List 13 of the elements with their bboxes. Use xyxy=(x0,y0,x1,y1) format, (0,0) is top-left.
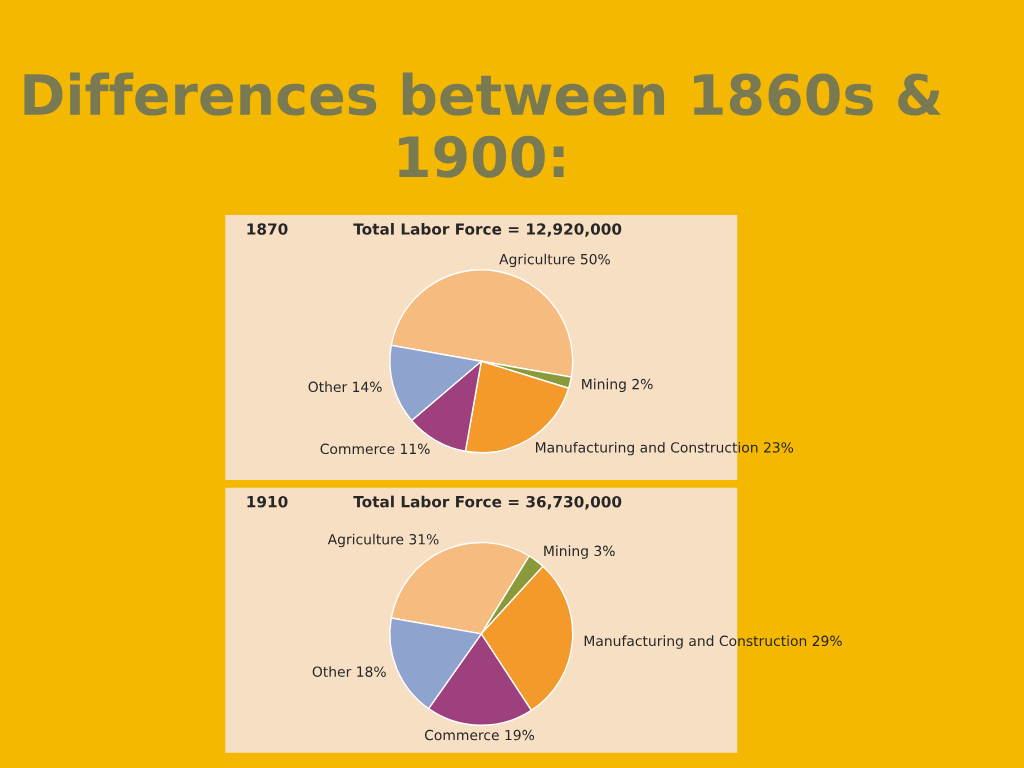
chart-subtitle: Total Labor Force = 36,730,000 xyxy=(353,495,622,510)
slice-label: Agriculture 50% xyxy=(499,253,610,268)
slice-label: Other 14% xyxy=(308,381,382,393)
slice-label: Other 18% xyxy=(312,666,386,677)
slice-label: Commerce 19% xyxy=(424,729,535,741)
slice-label: Commerce 11% xyxy=(320,443,430,455)
slice-label: Mining 2% xyxy=(582,378,653,393)
chart-title: 1870 xyxy=(247,223,288,235)
slice-label: Agriculture 31% xyxy=(327,533,439,548)
slice-label: Mining 3% xyxy=(544,545,615,559)
chart-subtitle: Total Labor Force = 12,920,000 xyxy=(353,222,622,237)
text: Differences between 1860s & 1900: xyxy=(24,72,941,178)
chart-title: 1910 xyxy=(247,495,288,508)
